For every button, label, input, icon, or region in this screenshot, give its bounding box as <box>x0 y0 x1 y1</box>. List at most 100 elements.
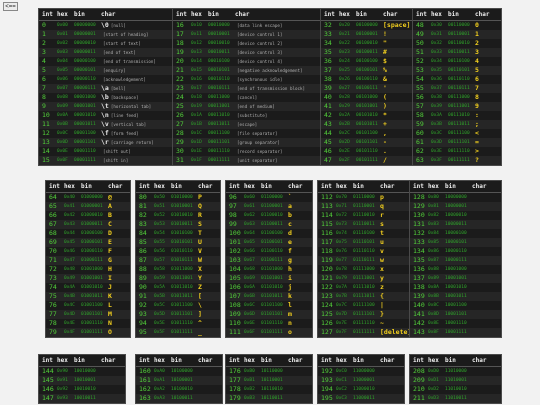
int-cell: 21 <box>176 66 184 74</box>
hex-cell: 0x0C <box>57 131 68 136</box>
int-cell: 60 <box>416 129 424 137</box>
char-cell: \t [horizontal tab] <box>98 102 172 111</box>
char-cell: [acknowledgement] <box>98 75 172 84</box>
hex-cell: 0x44 <box>64 231 75 236</box>
table-row: 29 0x1D 00011101 [group separator] <box>173 138 320 147</box>
table-row: 46 0x2E 00101110. <box>321 147 412 156</box>
bin-cell: 01100011 <box>261 222 283 227</box>
int-cell: 108 <box>229 301 241 309</box>
ascii-table-176-191: int hex bin char 176 0xB0 10110000 177 0xB1 1… <box>225 354 313 404</box>
int-header: int <box>136 355 151 367</box>
int-cell: 208 <box>413 367 425 375</box>
table-row: 122 0x7A 01111010 z <box>318 283 409 292</box>
char-cell: ` <box>288 193 292 201</box>
table-row: 16 0x10 00010000 [data link escape] <box>173 21 320 31</box>
hex-cell: 0x2D <box>339 140 350 145</box>
hex-cell: 0x4D <box>64 312 75 317</box>
table-header-row: int hex bin char <box>318 355 404 367</box>
escape-sequence: \r <box>101 138 109 146</box>
bin-cell: 00101001 <box>356 104 378 109</box>
table-row: 51 0x33 00110011 3 <box>413 48 501 57</box>
hex-cell: 0x10 <box>191 23 202 28</box>
table-row: 109 0x6D 01101101 m <box>226 310 312 319</box>
hex-cell: 0x45 <box>64 240 75 245</box>
control-description: [start of heading] <box>103 32 149 37</box>
table-row: 161 0xA1 10100001 <box>136 376 222 385</box>
hex-cell: 0x46 <box>64 249 75 254</box>
back-button[interactable]: <== <box>3 2 18 11</box>
table-row: 140 0x8C 10001100 <box>410 301 501 310</box>
bin-cell: 10010010 <box>74 387 96 392</box>
int-cell: 195 <box>321 394 333 402</box>
table-row: 14 0x0E 00001110 [shift out] <box>39 147 172 156</box>
char-cell: i <box>288 274 292 282</box>
table-row: 142 0x8E 10001110 <box>410 319 501 328</box>
char-cell: ? <box>475 156 479 164</box>
table-row: 7 0x07 00000111 \a [bell] <box>39 84 172 93</box>
int-cell: 88 <box>139 265 147 273</box>
table-row: 72 0x48 01001000 H <box>46 265 130 274</box>
char-header: char <box>469 181 501 193</box>
hex-cell: 0x8F <box>428 330 439 335</box>
int-cell: 209 <box>413 376 425 384</box>
hex-cell: 0x80 <box>428 195 439 200</box>
table-row: 208 0xD0 11010000 <box>410 367 501 377</box>
int-cell: 118 <box>321 247 333 255</box>
table-row: 43 0x2B 00101011 + <box>321 120 412 129</box>
int-cell: 5 <box>42 66 46 74</box>
ascii-table-0-15: int hex bin char 0 0x00 00000000 \0 [null] 1 0… <box>38 8 173 166</box>
bin-cell: 10000011 <box>445 222 467 227</box>
control-description: [device control 1] <box>237 32 283 37</box>
table-row: 21 0x15 00010101 [negative acknowledgement] <box>173 66 320 75</box>
char-cell: , <box>383 129 387 137</box>
hex-cell: 0x1E <box>191 149 202 154</box>
table-row: 31 0x1F 00011111 [unit separator] <box>173 156 320 165</box>
control-description: [negative acknowledgement] <box>237 68 303 73</box>
int-cell: 34 <box>324 39 332 47</box>
hex-cell: 0x5F <box>154 330 165 335</box>
table-row: 78 0x4E 01001110 N <box>46 319 130 328</box>
int-cell: 85 <box>139 238 147 246</box>
int-cell: 101 <box>229 238 241 246</box>
char-cell: f <box>288 247 292 255</box>
table-row: 27 0x1B 00011011 [escape] <box>173 120 320 129</box>
bin-cell: 01110011 <box>353 222 375 227</box>
int-cell: 104 <box>229 265 241 273</box>
int-cell: 13 <box>42 138 50 146</box>
char-cell: [space] <box>383 21 411 29</box>
table-row: 59 0x3B 00111011; <box>413 120 501 129</box>
bin-cell: 01000100 <box>81 231 103 236</box>
hex-cell: 0x78 <box>336 267 347 272</box>
int-cell: 26 <box>176 111 184 119</box>
bin-cell: 10001010 <box>445 285 467 290</box>
table-row: 83 0x53 01010011 S <box>136 220 220 229</box>
char-cell: < <box>475 129 479 137</box>
int-cell: 107 <box>229 292 241 300</box>
bin-cell: 00001011 <box>74 122 96 127</box>
int-cell: 69 <box>49 238 57 246</box>
table-row: 76 0x4C 01001100 L <box>46 301 130 310</box>
hex-cell: 0x48 <box>64 267 75 272</box>
char-cell: \v [vertical tab] <box>98 120 172 129</box>
hex-cell: 0xC3 <box>336 396 347 401</box>
hex-cell: 0x04 <box>57 59 68 64</box>
bin-cell: 01100001 <box>261 204 283 209</box>
bin-cell: 10010011 <box>74 396 96 401</box>
escape-sequence: \f <box>101 129 109 137</box>
hex-header: hex <box>241 355 258 367</box>
hex-cell: 0x8D <box>428 312 439 317</box>
int-header: int <box>173 9 188 21</box>
table-row: 56 0x38 00111000 8 <box>413 93 501 102</box>
hex-cell: 0x21 <box>339 32 350 37</box>
char-cell: R <box>198 211 202 219</box>
char-cell: b <box>288 211 292 219</box>
char-cell: Z <box>198 283 202 291</box>
bin-cell: 01110100 <box>353 231 375 236</box>
bin-cell: 10000000 <box>445 195 467 200</box>
bin-cell: 00110101 <box>448 68 470 73</box>
table-row: 144 0x90 10010000 <box>39 367 125 377</box>
table-row: 91 0x5B 01011011 [ <box>136 292 220 301</box>
char-cell: h <box>288 265 292 273</box>
ascii-table-192-207: int hex bin char 192 0xC0 11000000 193 0xC1 1… <box>317 354 405 404</box>
table-row: 52 0x34 00110100 4 <box>413 57 501 66</box>
